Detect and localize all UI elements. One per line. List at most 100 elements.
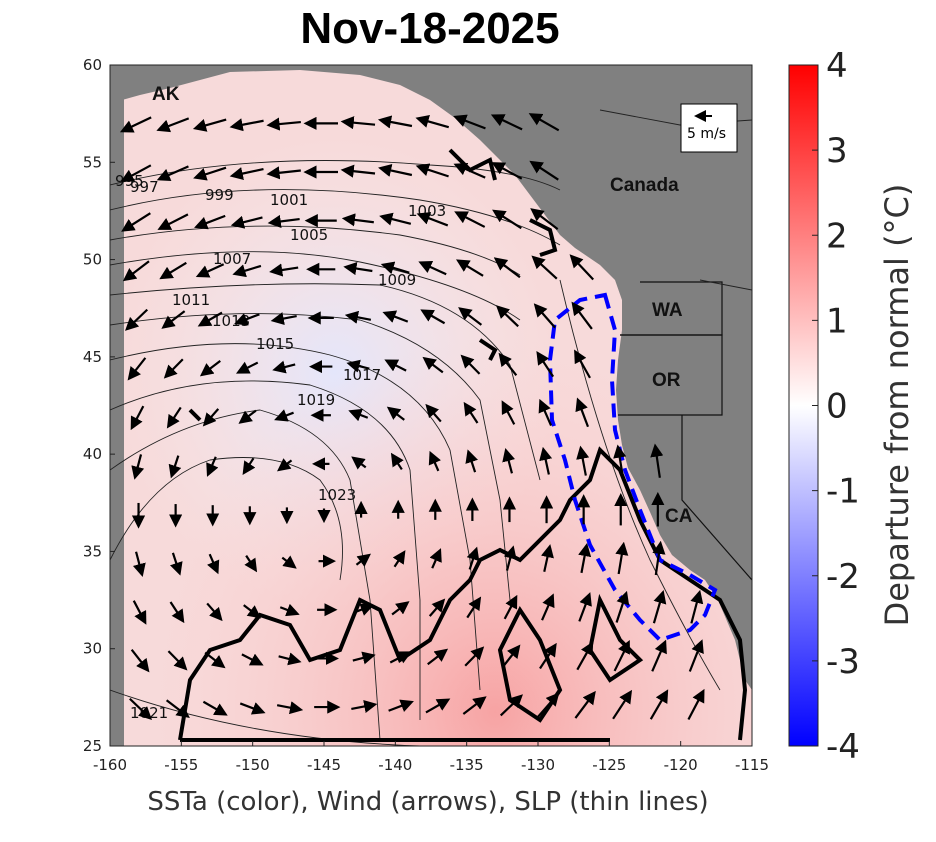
slp-label: 1021: [130, 704, 168, 722]
wind-arrow: [232, 264, 262, 278]
wind-arrow: [530, 208, 559, 231]
wind-arrow: [453, 163, 486, 179]
wind-arrow: [466, 596, 482, 619]
region-label-wa: WA: [652, 300, 683, 321]
wind-arrow: [234, 313, 260, 326]
wind-arrow: [206, 602, 223, 622]
map-frame: [109, 64, 753, 747]
colorbar-tick-label: 4: [826, 46, 848, 86]
wind-arrow: [272, 360, 296, 374]
slp-label: 1017: [343, 366, 381, 384]
wind-arrow: [503, 545, 517, 571]
y-tick-label: 45: [83, 348, 102, 366]
wind-arrow: [279, 603, 300, 617]
slp-label: 1009: [378, 271, 416, 289]
wind-arrow: [382, 310, 409, 323]
wind-arrow: [346, 359, 370, 373]
wind-arrow: [576, 445, 590, 476]
state-borders: [618, 281, 752, 581]
x-tick-label: -125: [592, 756, 626, 774]
wind-arrow: [652, 540, 666, 576]
land-mass: [110, 65, 752, 746]
x-tick-label: -135: [450, 756, 484, 774]
wind-arrow: [427, 648, 449, 666]
wind-arrow: [462, 696, 487, 715]
wind-arrow: [267, 214, 300, 228]
wind-arrow: [687, 688, 705, 720]
wind-arrow: [169, 601, 185, 624]
wind-arrow: [536, 351, 555, 378]
wind-arrow: [391, 601, 410, 616]
wind-arrow: [458, 307, 483, 326]
wind-arrow: [453, 114, 486, 130]
wind-arrow: [690, 589, 704, 624]
wind-arrow: [354, 603, 374, 616]
wind-arrow: [202, 408, 220, 427]
wind-arrow: [277, 458, 293, 472]
slp-label: 1019: [297, 391, 335, 409]
wind-arrow: [274, 409, 294, 422]
wind-arrow: [377, 115, 413, 129]
wind-arrow: [378, 163, 413, 177]
wind-arrow: [380, 261, 410, 275]
wind-arrow: [428, 450, 441, 472]
wind-arrow: [386, 406, 405, 421]
y-axis: 60 55 50 45 40 35 30 25: [83, 56, 115, 755]
colorbar: 4 3 2 1 0 -1 -2 -3 -4 Departure from normal (°C): [788, 46, 916, 767]
x-tick-label: -145: [307, 756, 341, 774]
wind-arrow: [615, 590, 630, 623]
wind-arrow: [466, 546, 480, 570]
wind-arrow: [269, 263, 299, 277]
wind-arrow: [340, 164, 376, 178]
wind-arrow: [502, 448, 516, 474]
wind-arrow: [539, 642, 557, 670]
y-tick-label: 60: [83, 56, 102, 74]
colorbar-label: Departure from normal (°C): [878, 184, 916, 627]
wind-arrow: [390, 452, 404, 471]
wind-arrow: [464, 646, 485, 667]
wind-arrow: [170, 552, 183, 576]
colorbar-tick-label: 3: [826, 131, 848, 171]
wind-arrow: [465, 449, 478, 473]
wind-arrow: [541, 593, 555, 621]
slp-isobars: [110, 109, 752, 746]
x-tick-label: -115: [735, 756, 769, 774]
wind-arrow: [125, 308, 149, 331]
wind-arrow: [340, 116, 376, 130]
colorbar-tick-label: 1: [826, 301, 848, 341]
wind-arrow: [650, 443, 664, 478]
wind-arrow: [352, 651, 376, 665]
wind-arrow: [428, 598, 446, 617]
wind-arrow: [651, 639, 667, 672]
wind-arrows: [119, 113, 705, 720]
wind-arrow: [197, 311, 223, 327]
slp-label: 997: [130, 178, 159, 196]
wind-arrow: [454, 211, 486, 228]
slp-label: 1007: [213, 250, 251, 268]
slp-label: 1005: [290, 226, 328, 244]
wind-arrow: [652, 590, 667, 624]
wind-arrow: [531, 255, 558, 280]
wind-arrow: [649, 689, 669, 720]
colorbar-tick-label: -3: [826, 642, 860, 682]
colorbar-tick-label: -2: [826, 557, 860, 597]
wind-arrow: [501, 644, 521, 668]
wind-arrow: [243, 604, 262, 619]
wind-arrow: [425, 403, 442, 423]
wind-arrow: [204, 651, 226, 669]
wind-arrow: [131, 454, 145, 480]
wind-arrow: [537, 692, 560, 718]
wind-arrow: [238, 409, 257, 424]
colorbar-tick-label: -4: [826, 727, 860, 767]
wind-arrow: [422, 356, 444, 374]
wind-arrow: [199, 359, 221, 377]
x-axis: -160 -155 -150 -145 -140 -135 -130 -125 -120 -115: [93, 741, 769, 774]
region-label-ca: CA: [665, 506, 693, 527]
slp-label: 1023: [318, 486, 356, 504]
wind-arrow: [161, 310, 186, 329]
wind-scale-legend: 5 m/s: [680, 103, 738, 153]
wind-arrow: [576, 641, 594, 671]
wind-arrow: [528, 113, 560, 132]
region-label-or: OR: [652, 370, 681, 391]
wind-arrow: [168, 455, 182, 479]
